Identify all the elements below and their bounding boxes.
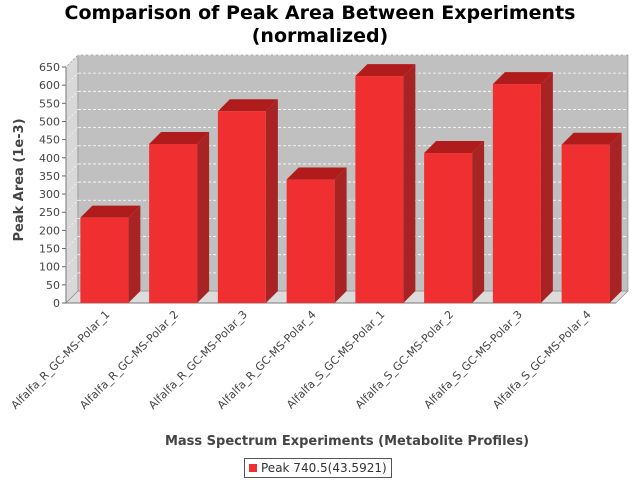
chart-title: Comparison of Peak Area Between Experime… [0,2,640,48]
x-axis-title: Mass Spectrum Experiments (Metabolite Pr… [165,434,529,449]
y-tick-label: 100 [39,261,60,274]
bar-side [265,99,278,304]
bar-top [286,167,347,180]
bar [355,64,416,303]
y-tick-label: 550 [39,97,60,110]
bar-front [217,111,266,304]
legend-label: Peak 740.5(43.5921) [261,461,387,475]
gridline-wall [65,181,79,195]
y-tick-label: 50 [46,279,60,292]
y-tick-label: 150 [39,243,60,256]
gridline-wall [65,54,79,68]
bar-top [424,141,485,154]
bar-front [286,179,335,303]
plot-left-wall [65,54,79,304]
bar-side [197,131,210,303]
y-axis-title: Peak Area (1e-3) [12,118,27,241]
gridline-wall [65,91,79,104]
bar-side [334,167,347,303]
gridline-wall [65,236,79,249]
bar-front [424,153,473,303]
gridline-wall [65,218,79,231]
gridline-wall [65,272,79,286]
gridline-wall [65,127,79,140]
bar-side [609,132,622,303]
bar [424,141,485,303]
bar-front [492,84,541,304]
bar [561,132,622,303]
y-tick-label: 250 [39,206,60,219]
y-tick-label: 500 [39,115,60,128]
y-tick-label: 400 [39,152,60,165]
gridline-wall [65,109,79,122]
bar-top [217,99,278,112]
y-tick-label: 350 [39,170,60,183]
bar [80,205,141,303]
bar [492,72,553,304]
bar-side [472,141,485,303]
chart-title-line-2: (normalized) [251,25,389,47]
bar-front [80,217,129,303]
gridline-wall [65,254,79,267]
legend-swatch [249,464,257,472]
y-tick-label: 600 [39,79,60,92]
bar-side [403,64,416,303]
bar-top [80,205,141,218]
bar-top [149,131,210,144]
y-tick-label: 0 [53,297,60,310]
bar-front [355,76,404,303]
y-tick-label: 650 [39,61,60,74]
gridline-wall [65,163,79,177]
gridline-wall [65,200,79,213]
bar-front [561,144,610,303]
bar-side [128,205,141,303]
bar [149,131,210,303]
bar-top [492,72,553,85]
gridline-wall [65,72,79,86]
bar-top [561,132,622,145]
bar-top [355,64,416,77]
y-tick-label: 200 [39,224,60,237]
bar-side [540,72,553,304]
chart-title-line-1: Comparison of Peak Area Between Experime… [64,2,576,24]
gridline-wall [65,145,79,158]
bar [286,167,347,303]
legend: Peak 740.5(43.5921) [244,458,392,478]
y-tick-label: 450 [39,134,60,147]
bar-front [149,143,198,303]
y-tick-label: 300 [39,188,60,201]
bar [217,99,278,304]
